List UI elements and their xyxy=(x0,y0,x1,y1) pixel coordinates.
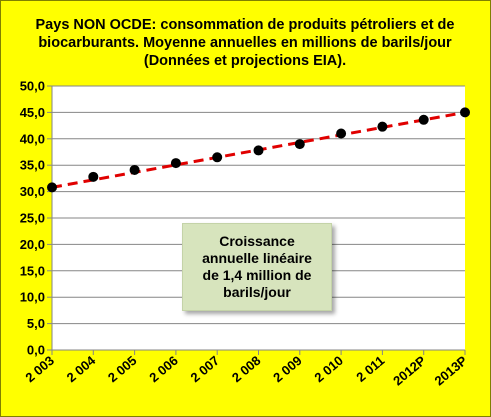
data-point xyxy=(377,121,388,132)
chart-title-line-3: (Données et projections EIA). xyxy=(143,53,347,69)
y-tick-label: 40,0 xyxy=(20,131,45,146)
data-point xyxy=(336,128,347,139)
y-tick-labels: 0,0 5,0 10,0 15,0 20,0 25,0 30,0 35,0 40,0 45,0 50… xyxy=(20,79,45,358)
data-point xyxy=(47,182,57,193)
y-tick-label: 15,0 xyxy=(20,263,45,278)
x-tick-label: 2 003 xyxy=(22,353,57,385)
x-tick-label: 2 006 xyxy=(146,353,181,385)
data-point xyxy=(170,158,181,169)
data-point xyxy=(212,152,223,163)
y-tick-label: 25,0 xyxy=(20,211,45,226)
y-tick-label: 35,0 xyxy=(20,158,45,173)
growth-annotation: Croissance annuelle linéaire de 1,4 mill… xyxy=(182,223,332,311)
data-point xyxy=(294,139,305,150)
x-tick-label: 2 010 xyxy=(311,353,346,385)
y-tick-label: 20,0 xyxy=(20,237,45,252)
y-tick-label: 5,0 xyxy=(27,316,45,331)
data-point xyxy=(253,145,264,156)
chart-title-line-2: biocarburants. Moyenne annuelles en mill… xyxy=(38,35,452,51)
y-tick-label: 10,0 xyxy=(20,290,45,305)
annotation-line-4: barils/jour xyxy=(223,284,291,300)
annotation-line-1: Croissance xyxy=(219,233,295,249)
x-tick-label: 2 004 xyxy=(64,352,99,385)
x-tick-label: 2012P xyxy=(390,353,429,389)
chart-title-line-1: Pays NON OCDE: consommation de produits … xyxy=(35,17,455,33)
y-tick-label: 50,0 xyxy=(20,79,45,94)
annotation-line-2: annuelle linéaire xyxy=(202,250,312,266)
chart-title: Pays NON OCDE: consommation de produits … xyxy=(10,16,480,70)
data-point xyxy=(129,164,140,175)
axes xyxy=(51,86,466,355)
y-tick-label: 0,0 xyxy=(27,343,45,358)
y-tick-label: 30,0 xyxy=(20,184,45,199)
x-tick-label: 2013P xyxy=(431,353,470,389)
data-point xyxy=(460,107,470,118)
data-point xyxy=(88,171,99,182)
x-tick-label: 2 008 xyxy=(229,353,264,385)
data-point xyxy=(418,114,429,125)
annotation-line-3: de 1,4 million de xyxy=(202,267,312,283)
y-tick-label: 45,0 xyxy=(20,105,45,120)
x-tick-label: 2 005 xyxy=(105,353,140,385)
data-points xyxy=(47,107,470,193)
x-tick-labels: 2 003 2 004 2 005 2 006 2 007 2 008 2 009 2 010… xyxy=(22,352,470,388)
x-tick-label: 2 009 xyxy=(270,353,305,385)
x-tick-label: 2 007 xyxy=(188,353,223,385)
x-tick-label: 2 011 xyxy=(353,353,387,385)
